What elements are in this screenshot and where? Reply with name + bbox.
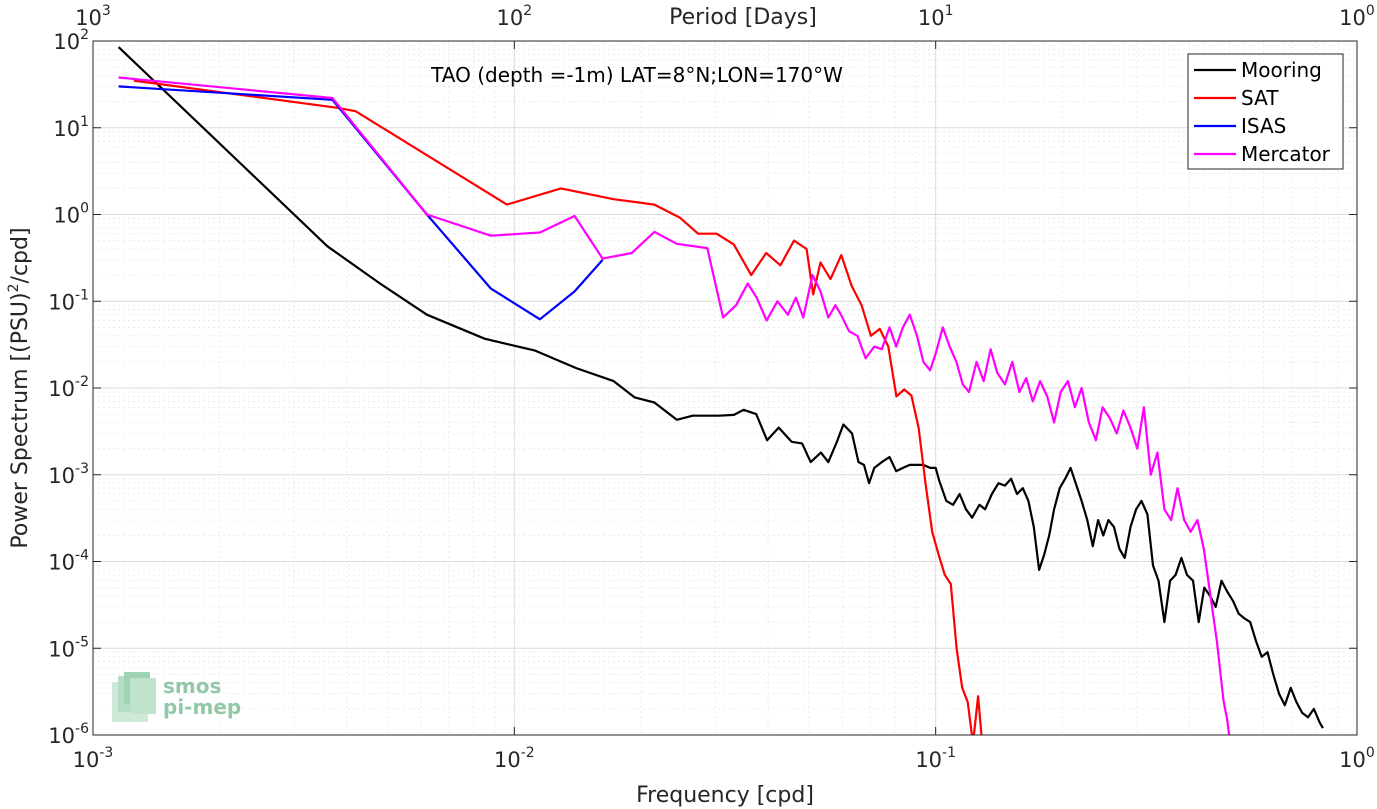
y-tick-label: 100 [53, 201, 89, 228]
y-axis-title-tail: /cpd] [8, 227, 33, 283]
ticks [92, 40, 1358, 736]
y-axis-title-main: Power Spectrum [(PSU) [8, 292, 33, 548]
series-line-mercator [118, 76, 1231, 735]
x-tick-label: 10-3 [73, 745, 114, 772]
legend-label-mooring: Mooring [1241, 58, 1322, 82]
legend-label-isas: ISAS [1241, 114, 1286, 138]
top-tick-label: 101 [918, 3, 954, 30]
series-line-mooring [117, 46, 1324, 729]
series-line-isas [118, 85, 604, 321]
x-tick-label: 10-1 [915, 745, 956, 772]
logo-text-line1: smos [163, 674, 221, 698]
y-tick-label: 10-6 [48, 721, 89, 748]
series-line-sat [133, 79, 983, 735]
legend: Mooring SAT ISAS Mercator [1187, 53, 1344, 170]
top-axis-title: Period [Days] [669, 5, 817, 30]
y-tick-label: 10-1 [48, 287, 89, 314]
x-tick-label: 100 [1339, 745, 1375, 772]
legend-label-mercator: Mercator [1241, 142, 1331, 166]
top-tick-label: 103 [75, 3, 111, 30]
y-tick-label: 10-5 [48, 634, 89, 661]
legend-label-sat: SAT [1241, 86, 1279, 110]
y-tick-label: 10-2 [48, 374, 89, 401]
logo-text-line2: pi-mep [163, 695, 241, 719]
chart-title: TAO (depth =-1m) LAT=8°N;LON=170°W [430, 63, 843, 87]
y-tick-label: 101 [53, 114, 89, 141]
x-axis-title: Frequency [cpd] [636, 783, 814, 808]
top-tick-label: 100 [1339, 3, 1375, 30]
x-tick-label: 10-2 [494, 745, 535, 772]
y-axis-title: Power Spectrum [(PSU)2/cpd] [6, 227, 33, 548]
y-tick-label: 102 [53, 27, 89, 54]
smos-pi-mep-logo: smos pi-mep [112, 672, 241, 722]
y-tick-label: 10-3 [48, 461, 89, 488]
legend-box [1187, 53, 1344, 170]
plot-area [117, 46, 1324, 735]
y-axis-title-exponent: 2 [6, 283, 22, 292]
top-tick-label: 102 [497, 3, 533, 30]
y-tick-label: 10-4 [48, 548, 89, 575]
